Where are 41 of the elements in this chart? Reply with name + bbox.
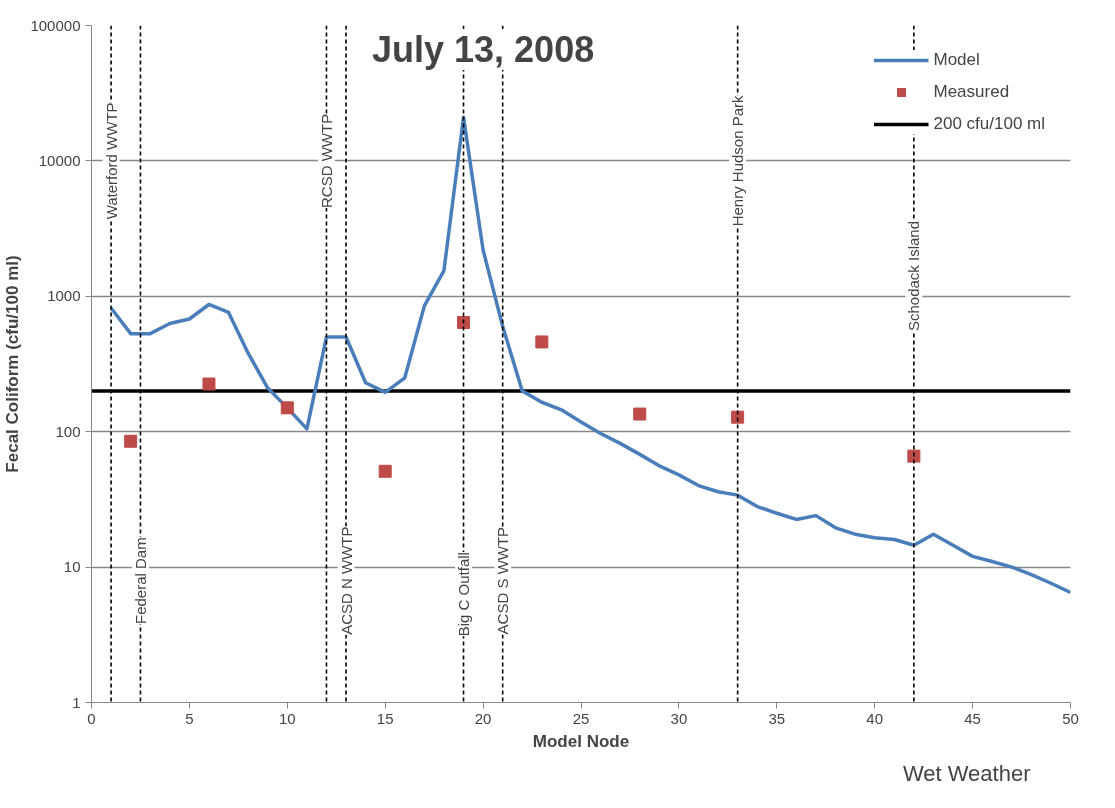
x-tick-label: 50 [1062, 709, 1079, 727]
point [731, 410, 745, 424]
ref-line-label: Big C Outfall [455, 552, 473, 637]
x-tick-label: 0 [87, 709, 96, 727]
y-tick-label: 1 [72, 693, 81, 711]
y-tick-label: 10000 [38, 151, 81, 169]
legend-label: 200 cfu/100 ml [933, 114, 1045, 134]
ref-line-label: Federal Dam [131, 537, 149, 624]
x-tick-label: 45 [964, 709, 981, 727]
x-tick-label: 15 [376, 709, 394, 727]
y-tick-label: 1000 [47, 287, 81, 305]
point [633, 407, 647, 421]
ref-line-label: ACSD S WWTP [494, 526, 512, 635]
ref-line-label: Waterford WWTP [102, 102, 120, 220]
text: Wet Weather [902, 760, 1031, 786]
point [457, 316, 471, 330]
ref-line-label: Schodack Island [905, 220, 923, 332]
y-tick-label: 100000 [30, 16, 81, 34]
x-axis-title: Model Node [532, 731, 630, 751]
x-tick-label: 35 [768, 709, 786, 727]
point [535, 335, 549, 349]
point [202, 377, 216, 391]
point [907, 449, 921, 463]
y-tick-label: 10 [63, 558, 81, 576]
point [280, 401, 294, 415]
y-tick-label: 100 [55, 422, 81, 440]
x-tick-label: 25 [572, 709, 590, 727]
point [378, 464, 392, 478]
x-tick-label: 10 [278, 709, 296, 727]
x-tick-label: 40 [866, 709, 884, 727]
ref-line-label: Henry Hudson Park [729, 94, 747, 227]
x-tick-label: 5 [185, 709, 194, 727]
point [124, 434, 138, 448]
ref-line-label: RCSD WWTP [317, 113, 335, 208]
x-tick-label: 20 [474, 709, 492, 727]
legend-label: Model [933, 50, 980, 70]
legend-label: Measured [933, 82, 1010, 102]
y-axis-title: Fecal Coliform (cfu/100 ml) [3, 255, 23, 473]
x-tick-label: 30 [670, 709, 688, 727]
ref-line-label: ACSD N WWTP [337, 526, 355, 635]
chart-title: July 13, 2008 [372, 28, 595, 70]
